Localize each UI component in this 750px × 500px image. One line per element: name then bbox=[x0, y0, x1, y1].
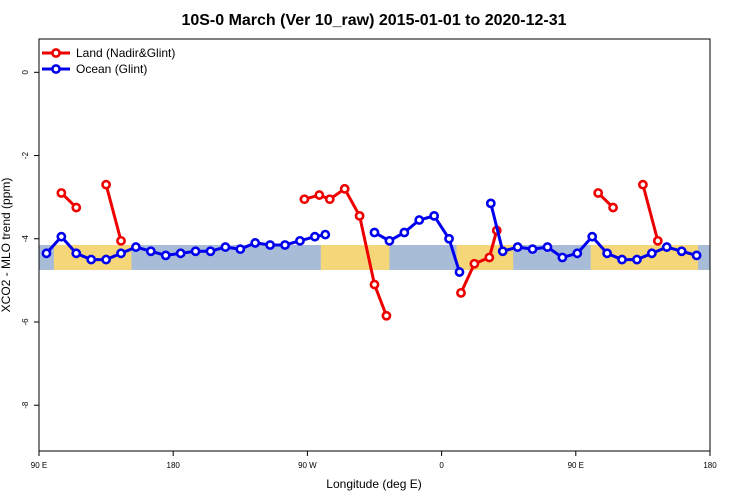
data-point bbox=[71, 248, 82, 259]
data-point bbox=[56, 188, 67, 198]
data-point bbox=[646, 248, 657, 259]
legend-label: Ocean (Glint) bbox=[76, 62, 147, 76]
data-point bbox=[444, 233, 454, 244]
data-point bbox=[309, 231, 320, 242]
data-point bbox=[299, 194, 310, 205]
legend-label: Land (Nadir&Glint) bbox=[76, 46, 175, 60]
data-point bbox=[369, 279, 380, 290]
data-point bbox=[71, 202, 82, 213]
data-point bbox=[527, 244, 538, 255]
data-point bbox=[587, 231, 598, 242]
data-point bbox=[160, 250, 171, 261]
y-tick-label: 0 bbox=[21, 70, 30, 75]
data-point bbox=[101, 179, 111, 190]
data-point bbox=[354, 210, 365, 221]
data-point bbox=[572, 248, 583, 259]
y-axis-ticks: 0 -2 -4 -6 -8 bbox=[21, 70, 39, 409]
chart-title: 10S-0 March (Ver 10_raw) 2015-01-01 to 2… bbox=[181, 12, 566, 29]
data-point bbox=[469, 258, 480, 269]
data-point bbox=[41, 248, 52, 259]
x-tick-label: 180 bbox=[703, 461, 717, 470]
data-point bbox=[265, 240, 276, 250]
data-point bbox=[454, 267, 465, 277]
data-point bbox=[638, 179, 648, 190]
data-point bbox=[205, 246, 216, 257]
x-tick-label: 90 E bbox=[31, 461, 47, 470]
data-point bbox=[691, 250, 702, 261]
x-axis-label: Longitude (deg E) bbox=[326, 477, 421, 491]
x-tick-label: 0 bbox=[439, 461, 444, 470]
data-point bbox=[381, 310, 392, 321]
data-point bbox=[250, 238, 261, 248]
y-tick-label: -2 bbox=[21, 151, 30, 159]
legend: Land (Nadir&Glint) Ocean (Glint) bbox=[42, 46, 175, 76]
data-point bbox=[484, 252, 495, 263]
data-point bbox=[145, 246, 156, 257]
data-point bbox=[175, 248, 186, 259]
data-point bbox=[324, 194, 335, 205]
data-point bbox=[608, 202, 618, 213]
land-patch bbox=[320, 245, 390, 270]
y-tick-label: -4 bbox=[21, 235, 30, 243]
data-point bbox=[632, 254, 642, 265]
data-point bbox=[220, 242, 231, 252]
data-point bbox=[384, 235, 395, 246]
data-point bbox=[602, 248, 613, 259]
legend-marker bbox=[51, 48, 61, 58]
data-point bbox=[131, 242, 141, 252]
data-point bbox=[557, 252, 568, 263]
data-point bbox=[485, 198, 496, 209]
data-point bbox=[512, 242, 523, 252]
data-point bbox=[86, 254, 97, 265]
legend-marker bbox=[51, 64, 61, 74]
series-land bbox=[56, 179, 663, 321]
series-layer bbox=[41, 179, 702, 321]
series-line bbox=[641, 184, 660, 242]
data-point bbox=[652, 235, 663, 246]
data-point bbox=[116, 248, 126, 259]
data-point bbox=[399, 227, 410, 238]
data-point bbox=[235, 244, 246, 255]
data-point bbox=[456, 287, 466, 298]
data-point bbox=[617, 254, 627, 265]
data-point bbox=[676, 246, 687, 257]
data-point bbox=[295, 235, 305, 246]
data-point bbox=[339, 183, 350, 194]
data-point bbox=[542, 242, 553, 252]
data-point bbox=[320, 229, 331, 240]
data-point bbox=[101, 254, 111, 265]
y-axis-label: XCO2 - MLO trend (ppm) bbox=[0, 178, 13, 313]
data-point bbox=[369, 227, 380, 238]
y-tick-label: -8 bbox=[21, 401, 30, 409]
data-point bbox=[593, 188, 604, 198]
data-point bbox=[56, 231, 67, 242]
x-axis-ticks: 90 E 180 90 W 0 90 E 180 bbox=[31, 451, 717, 470]
x-tick-label: 90 E bbox=[568, 461, 584, 470]
y-tick-label: -6 bbox=[21, 318, 30, 326]
plot-frame bbox=[38, 38, 711, 452]
data-point bbox=[116, 235, 126, 246]
data-point bbox=[661, 242, 672, 252]
series-line bbox=[459, 230, 499, 294]
data-point bbox=[429, 210, 440, 221]
x-tick-label: 180 bbox=[167, 461, 181, 470]
series-ocean bbox=[41, 198, 702, 277]
data-point bbox=[314, 190, 325, 200]
data-point bbox=[280, 240, 290, 250]
data-point bbox=[414, 215, 425, 225]
data-point bbox=[190, 246, 201, 257]
x-tick-label: 90 W bbox=[298, 461, 317, 470]
series-line bbox=[104, 184, 123, 242]
data-point bbox=[497, 246, 508, 257]
